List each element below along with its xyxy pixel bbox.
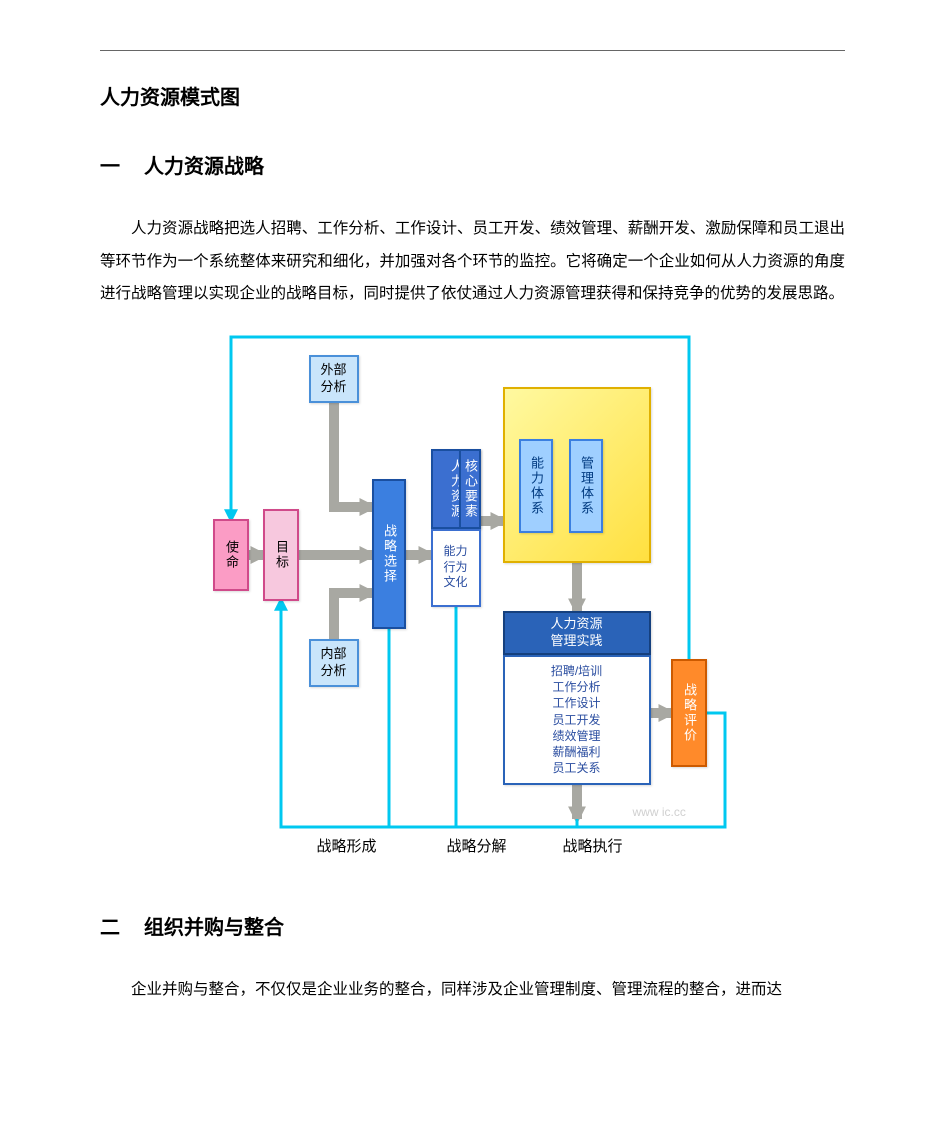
diagram-node-mission: 使命 xyxy=(213,519,249,591)
diagram-node-ability: 能力 行为 文化 xyxy=(431,529,481,607)
diagram-node-eval: 战略评价 xyxy=(671,659,707,767)
diagram-bottom-label-1: 战略形成 xyxy=(297,835,397,859)
section-2-paragraph: 企业并购与整合，不仅仅是企业业务的整合，同样涉及企业管理制度、管理流程的整合，进… xyxy=(100,974,845,1007)
section-1-heading-row: 一 人力资源战略 xyxy=(100,150,845,179)
page-title: 人力资源模式图 xyxy=(100,81,845,110)
diagram-node-choice: 战略选择 xyxy=(372,479,406,629)
diagram-node-int: 内部 分析 xyxy=(309,639,359,687)
section-2-number: 二 xyxy=(100,911,120,940)
diagram-node-practice_h: 人力资源 管理实践 xyxy=(503,611,651,655)
section-1-paragraph: 人力资源战略把选人招聘、工作分析、工作设计、员工开发、绩效管理、薪酬开发、激励保… xyxy=(100,213,845,311)
diagram-node-cap_sys: 能力体系 xyxy=(519,439,553,533)
section-1-number: 一 xyxy=(100,150,120,179)
diagram-node-mgmt_sys: 管理体系 xyxy=(569,439,603,533)
diagram-node-goal: 目标 xyxy=(263,509,299,601)
diagram-node-hr_core_side: 核心要素 xyxy=(459,449,481,529)
diagram-node-practice_b: 招聘/培训 工作分析 工作设计 员工开发 绩效管理 薪酬福利 员工关系 xyxy=(503,655,651,785)
diagram-watermark: www ic.cc xyxy=(633,805,686,819)
top-divider xyxy=(100,50,845,51)
diagram-bottom-label-3: 战略执行 xyxy=(543,835,643,859)
diagram-bottom-label-2: 战略分解 xyxy=(427,835,527,859)
diagram-node-ext: 外部 分析 xyxy=(309,355,359,403)
section-2-heading-row: 二 组织并购与整合 xyxy=(100,911,845,940)
section-2-title: 组织并购与整合 xyxy=(144,911,284,940)
hr-strategy-diagram: 使命目标外部 分析内部 分析战略选择人力资源核心要素能力 行为 文化能力体系管理… xyxy=(100,331,845,871)
section-1-title: 人力资源战略 xyxy=(144,150,264,179)
